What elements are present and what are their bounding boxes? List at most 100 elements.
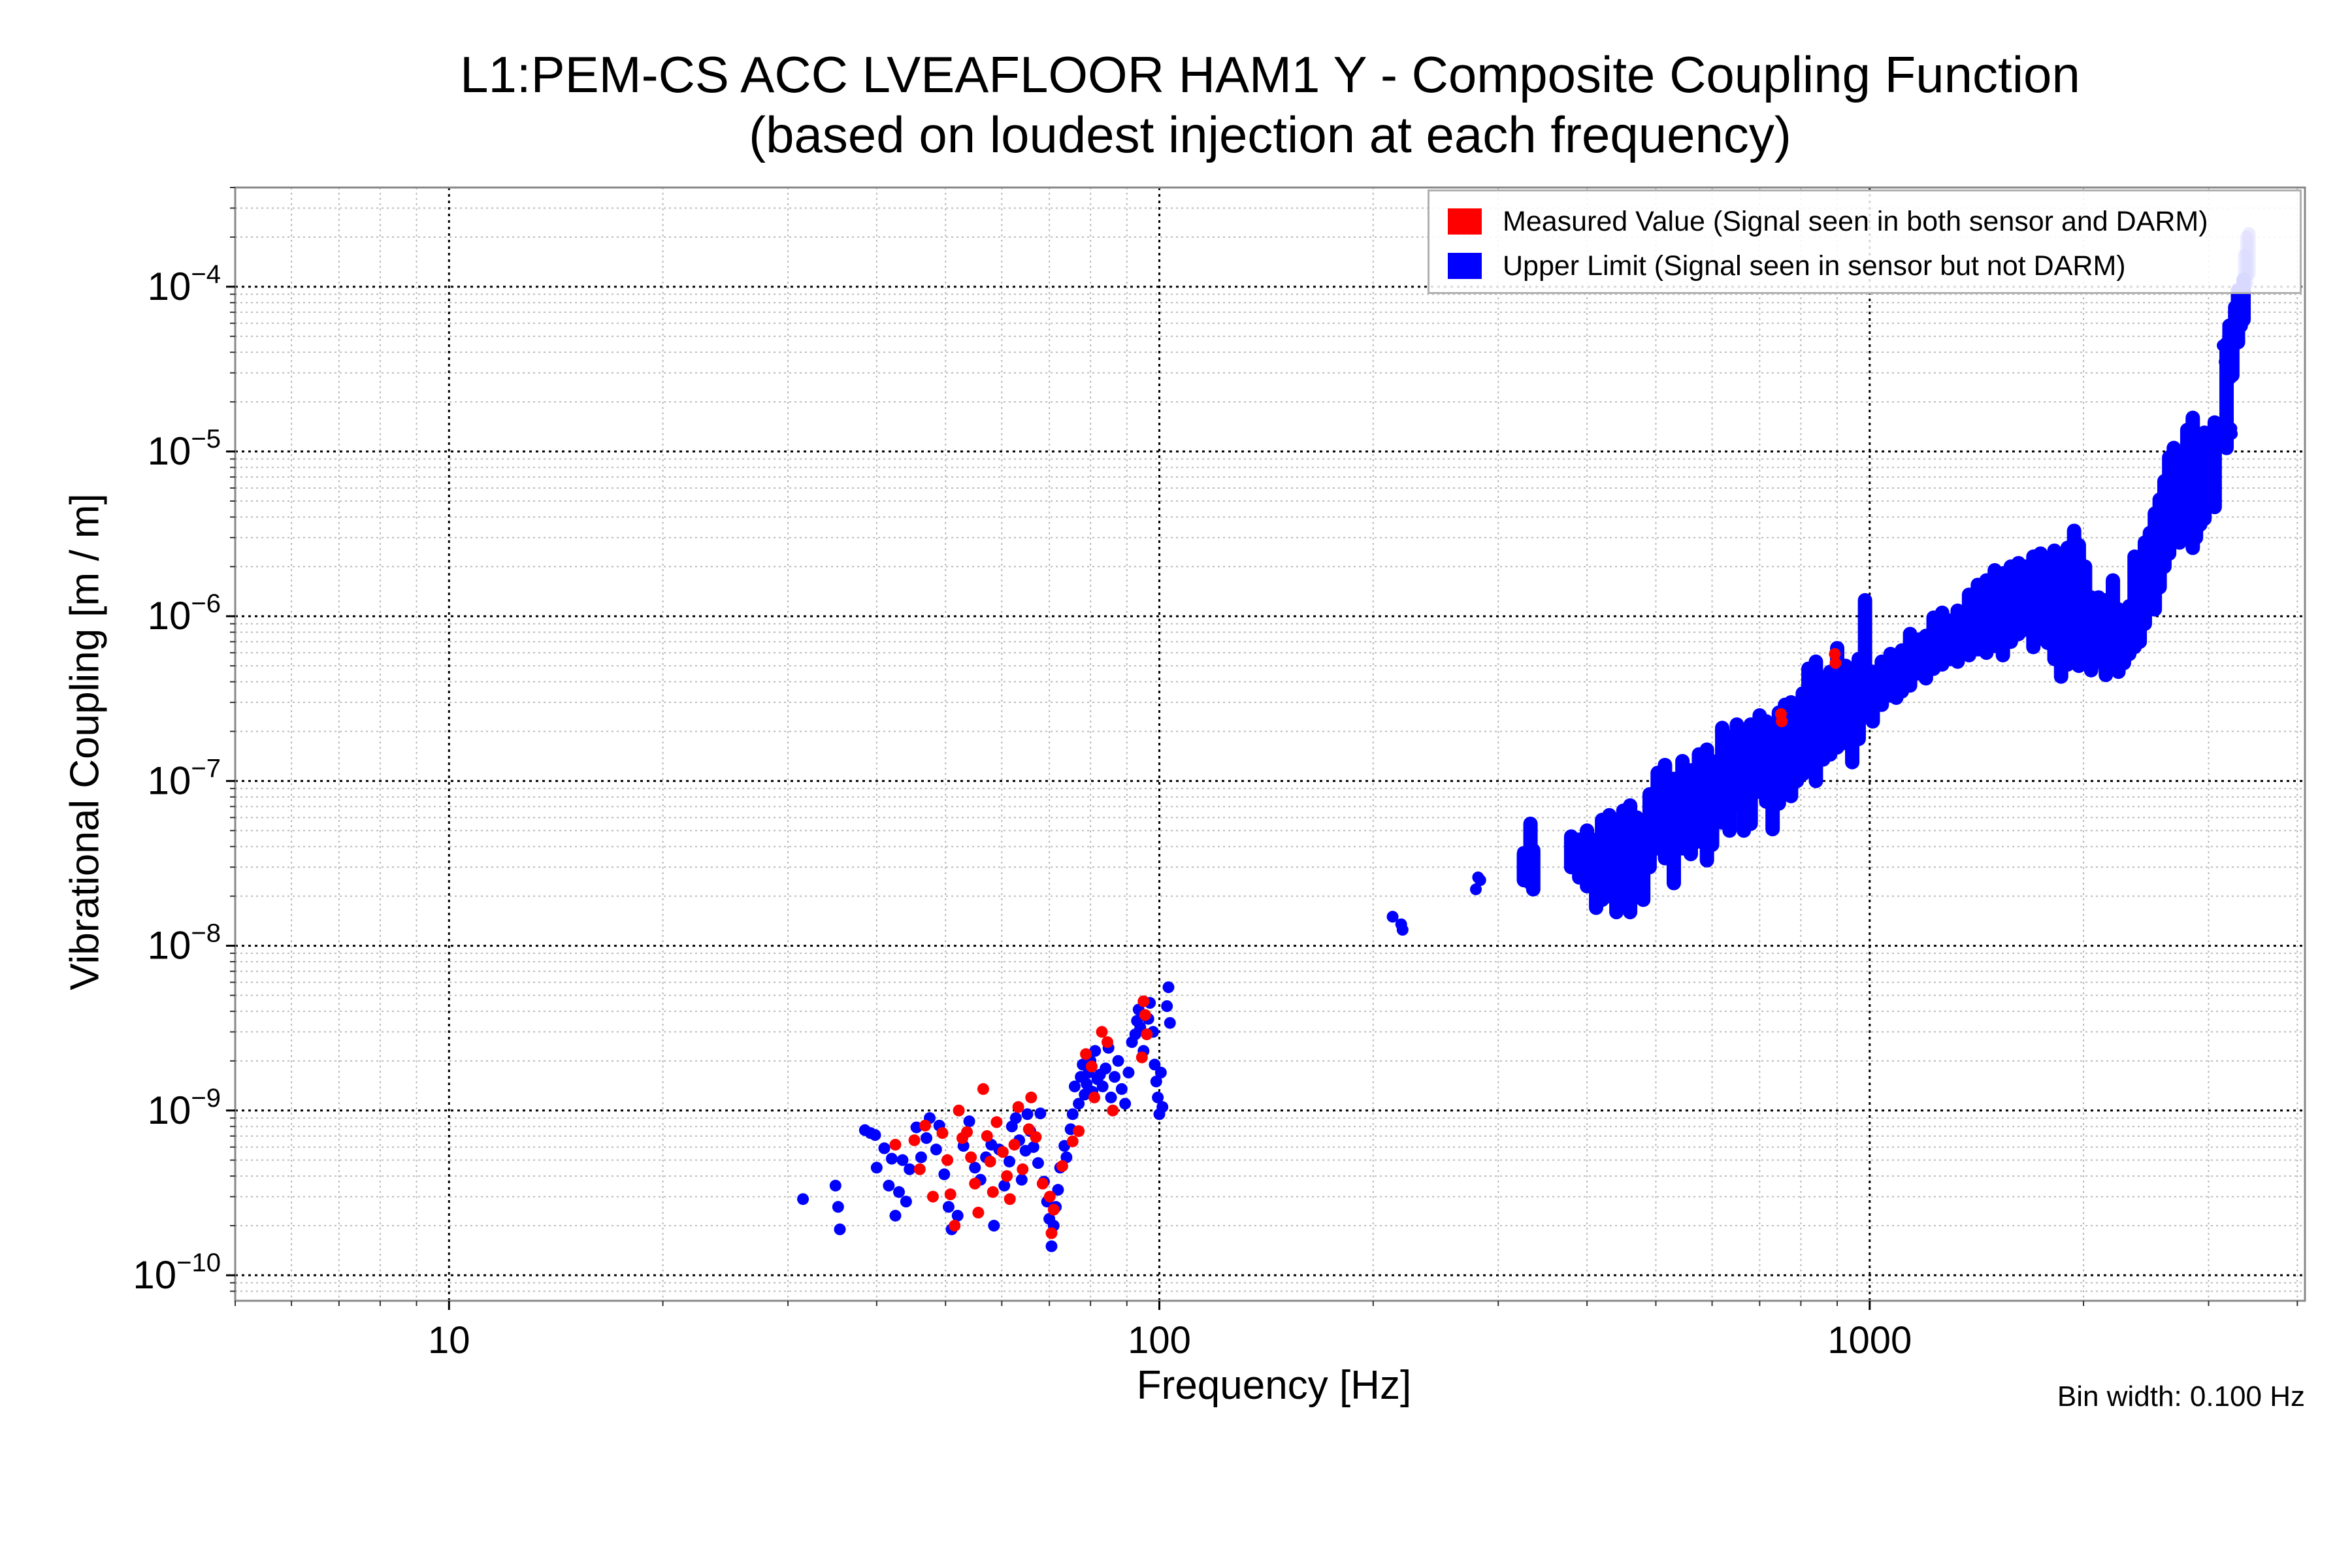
measured-point bbox=[1025, 1091, 1037, 1103]
y-tick-label: 10−5 bbox=[148, 425, 221, 473]
upper-limit-point bbox=[1386, 911, 1399, 923]
measured-point bbox=[972, 1207, 985, 1219]
measured-point bbox=[1107, 1104, 1119, 1117]
upper-limit-point bbox=[1027, 1141, 1039, 1153]
measured-point bbox=[949, 1220, 961, 1232]
upper-limit-point bbox=[883, 1179, 895, 1192]
upper-limit-point bbox=[988, 1220, 1000, 1232]
measured-point bbox=[919, 1119, 932, 1132]
y-tick-exponent: −10 bbox=[176, 1249, 221, 1277]
upper-limit-point bbox=[1115, 1083, 1128, 1095]
y-tick-base: 10 bbox=[148, 1088, 191, 1132]
legend-swatch-measured bbox=[1448, 208, 1482, 235]
measured-point bbox=[1829, 657, 1842, 669]
upper-limit-point bbox=[1122, 1066, 1135, 1079]
measured-point bbox=[984, 1155, 996, 1168]
measured-point bbox=[1047, 1203, 1060, 1216]
legend: Measured Value (Signal seen in both sens… bbox=[1428, 189, 2302, 294]
x-axis-label: Frequency [Hz] bbox=[1136, 1363, 1412, 1408]
upper-limit-series bbox=[797, 227, 2256, 1252]
upper-limit-point bbox=[904, 1163, 916, 1175]
measured-point bbox=[1012, 1101, 1024, 1113]
upper-limit-point bbox=[1034, 1107, 1047, 1120]
upper-limit-point bbox=[930, 1143, 942, 1156]
measured-point bbox=[987, 1186, 999, 1198]
upper-limit-point bbox=[942, 1201, 955, 1213]
upper-limit-point bbox=[829, 1179, 841, 1192]
y-tick-exponent: −4 bbox=[191, 260, 221, 289]
upper-limit-point bbox=[900, 1196, 912, 1208]
upper-limit-point bbox=[1015, 1173, 1028, 1186]
y-tick-exponent: −5 bbox=[191, 425, 221, 453]
measured-point bbox=[990, 1116, 1003, 1128]
y-tick-label: 10−7 bbox=[148, 754, 221, 802]
major-grid bbox=[235, 188, 2305, 1301]
upper-limit-point bbox=[885, 1152, 898, 1165]
upper-limit-point bbox=[1052, 1184, 1064, 1196]
measured-point bbox=[1102, 1036, 1114, 1049]
measured-point bbox=[1004, 1193, 1016, 1205]
chart-title: L1:PEM-CS ACC LVEAFLOOR HAM1 Y - Composi… bbox=[235, 44, 2305, 165]
measured-point bbox=[1080, 1048, 1092, 1060]
measured-point bbox=[1088, 1091, 1101, 1103]
measured-point bbox=[1017, 1163, 1029, 1175]
measured-point bbox=[1043, 1190, 1056, 1203]
measured-point bbox=[1073, 1125, 1085, 1137]
measured-point bbox=[944, 1188, 956, 1201]
measured-point bbox=[936, 1127, 949, 1139]
upper-limit-point bbox=[1066, 1108, 1079, 1120]
y-tick-base: 10 bbox=[148, 265, 191, 308]
upper-limit-point bbox=[1060, 1151, 1073, 1164]
y-tick-exponent: −7 bbox=[191, 754, 221, 783]
upper-limit-point bbox=[963, 1115, 975, 1128]
upper-limit-point bbox=[1162, 981, 1175, 994]
y-tick-base: 10 bbox=[148, 429, 191, 473]
measured-series bbox=[889, 647, 1842, 1239]
measured-point bbox=[1001, 1170, 1013, 1183]
measured-point bbox=[913, 1163, 926, 1175]
upper-limit-point bbox=[1021, 1108, 1034, 1120]
upper-limit-point bbox=[1156, 1101, 1169, 1113]
y-tick-label: 10−8 bbox=[148, 919, 221, 968]
upper-limit-point bbox=[921, 1132, 933, 1144]
y-tick-base: 10 bbox=[148, 924, 191, 968]
upper-limit-point bbox=[869, 1129, 881, 1141]
legend-label-measured: Measured Value (Signal seen in both sens… bbox=[1503, 205, 2208, 237]
upper-limit-point bbox=[1470, 883, 1482, 896]
measured-point bbox=[981, 1130, 993, 1142]
upper-limit-point bbox=[797, 1193, 809, 1205]
upper-limit-point bbox=[893, 1186, 906, 1198]
legend-swatch-upper-limit bbox=[1448, 253, 1482, 279]
upper-limit-point bbox=[1045, 1240, 1058, 1252]
measured-point bbox=[1045, 1227, 1058, 1239]
y-tick-base: 10 bbox=[148, 759, 191, 802]
upper-limit-point bbox=[1089, 1045, 1102, 1057]
upper-limit-point bbox=[834, 1223, 846, 1235]
upper-limit-point bbox=[951, 1209, 964, 1222]
measured-point bbox=[1008, 1139, 1021, 1151]
upper-limit-point bbox=[896, 1154, 909, 1166]
upper-limit-point bbox=[938, 1168, 951, 1181]
measured-point bbox=[996, 1146, 1009, 1158]
upper-limit-point bbox=[832, 1201, 844, 1213]
y-tick-label: 10−4 bbox=[148, 260, 221, 308]
upper-limit-point bbox=[1105, 1091, 1117, 1103]
upper-limit-point bbox=[1154, 1066, 1167, 1079]
x-tick-label: 100 bbox=[1128, 1319, 1191, 1362]
measured-point bbox=[1776, 715, 1788, 728]
measured-point bbox=[1829, 647, 1841, 660]
measured-point bbox=[1022, 1123, 1035, 1135]
upper-limit-point bbox=[998, 1179, 1011, 1192]
measured-point bbox=[1137, 995, 1150, 1007]
upper-limit-point bbox=[1152, 1091, 1164, 1103]
measured-point bbox=[1066, 1135, 1079, 1147]
y-tick-label: 10−9 bbox=[148, 1084, 221, 1132]
legend-item-measured: Measured Value (Signal seen in both sens… bbox=[1448, 202, 2208, 241]
upper-limit-point bbox=[1112, 1054, 1124, 1067]
measured-point bbox=[1096, 1026, 1108, 1038]
upper-limit-point bbox=[1474, 874, 1486, 887]
measured-point bbox=[1030, 1131, 1042, 1143]
upper-limit-point bbox=[1149, 1058, 1161, 1071]
